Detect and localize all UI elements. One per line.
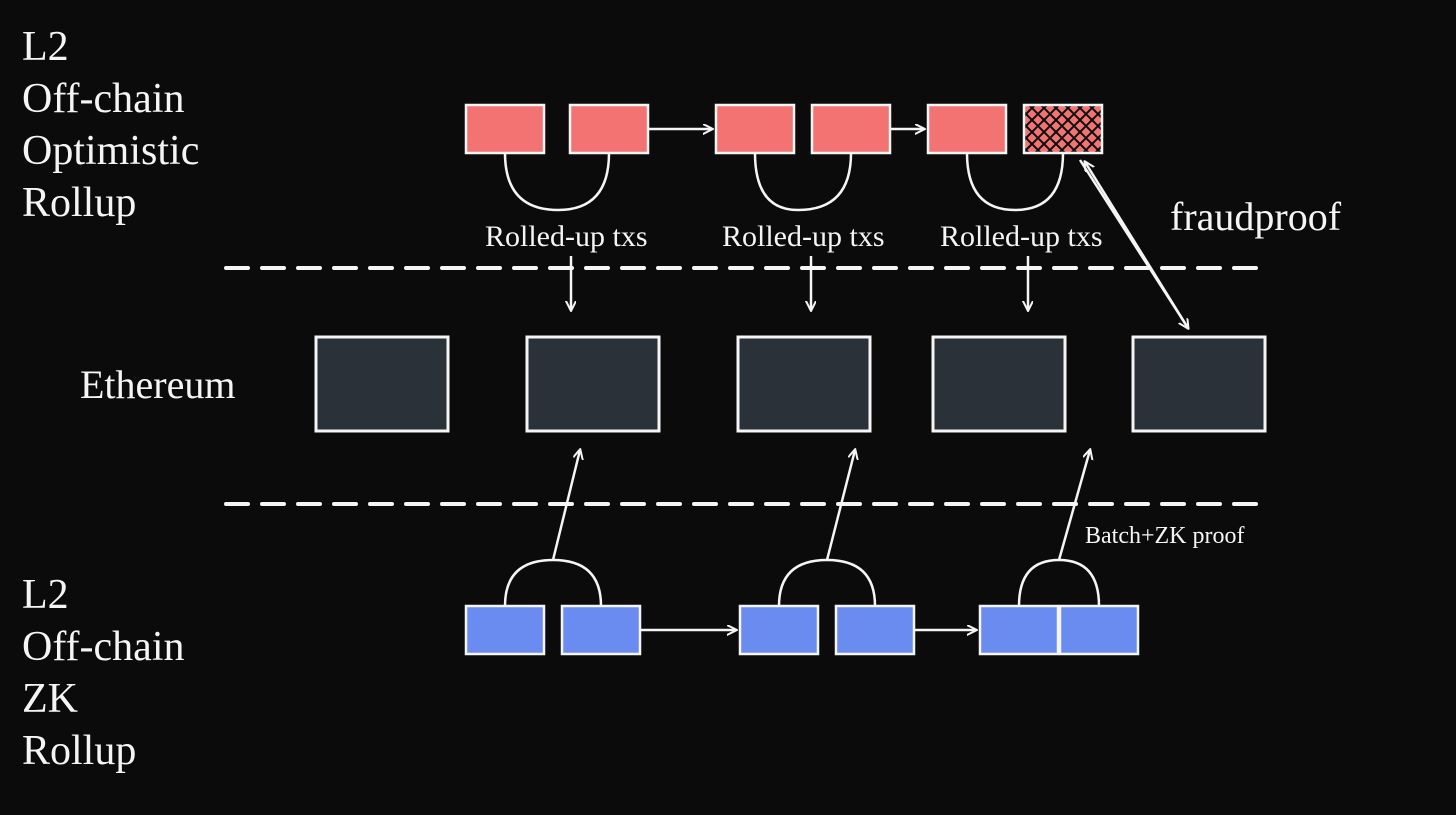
ethereum-block-4	[1133, 337, 1265, 431]
label-zk-line-1: Off-chain	[22, 624, 184, 670]
label-optimistic-line-2: Optimistic	[22, 128, 199, 174]
zk-block-3	[836, 606, 914, 654]
label-zk-line-3: Rollup	[22, 728, 136, 774]
ethereum-block-2	[738, 337, 870, 431]
zk-block-0	[466, 606, 544, 654]
label-ethereum: Ethereum	[80, 362, 236, 407]
zk-block-1	[562, 606, 640, 654]
label-zk-line-2: ZK	[22, 676, 78, 722]
zk-block-2	[740, 606, 818, 654]
ethereum-block-1	[527, 337, 659, 431]
label-optimistic-line-3: Rollup	[22, 180, 136, 226]
optimistic-block-4	[928, 105, 1006, 153]
optimistic-block-2	[716, 105, 794, 153]
label-rolledup-0: Rolled-up txs	[485, 220, 648, 253]
ethereum-block-3	[933, 337, 1065, 431]
zk-row	[466, 606, 1138, 654]
optimistic-block-0	[466, 105, 544, 153]
label-optimistic-line-1: Off-chain	[22, 76, 184, 122]
optimistic-block-1	[570, 105, 648, 153]
zk-block-5	[1060, 606, 1138, 654]
label-batchzk: Batch+ZK proof	[1085, 523, 1245, 549]
optimistic-block-fraud	[1024, 105, 1102, 153]
rollup-diagram: L2 Off-chain Optimistic Rollup Ethereum L2 Off…	[0, 0, 1456, 815]
ethereum-block-0	[316, 337, 448, 431]
label-rolledup-1: Rolled-up txs	[722, 220, 885, 253]
label-fraudproof: fraudproof	[1170, 194, 1342, 239]
optimistic-block-3	[812, 105, 890, 153]
zk-block-4	[980, 606, 1058, 654]
label-rolledup-2: Rolled-up txs	[940, 220, 1103, 253]
label-optimistic-line-0: L2	[22, 24, 69, 70]
label-zk-line-0: L2	[22, 572, 69, 618]
